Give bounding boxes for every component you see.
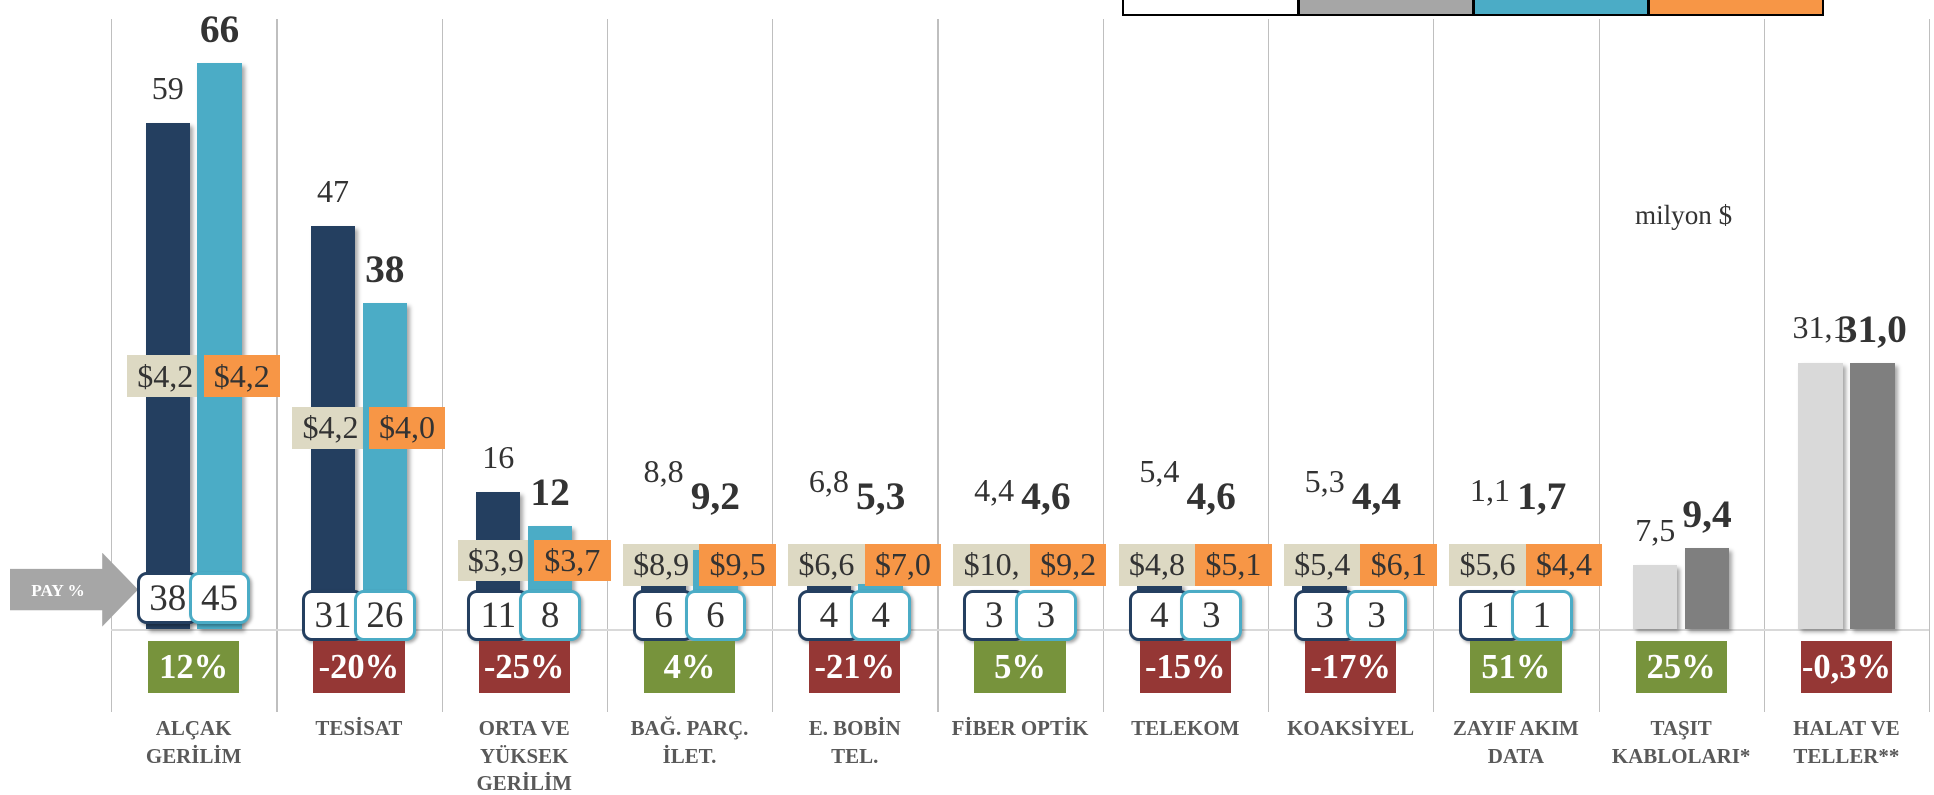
- legend-swatch: [1122, 0, 1299, 17]
- pay-label: PAY %: [31, 580, 85, 600]
- value-label: 1,7: [1517, 473, 1567, 518]
- price-label: $4,2: [292, 406, 369, 449]
- share-box: 45: [188, 572, 251, 625]
- share-box: 4: [849, 589, 912, 642]
- change-box: -25%: [478, 641, 570, 694]
- share-box: 6: [684, 589, 747, 642]
- value-label: 5,4: [1139, 452, 1180, 489]
- value-label: 12: [530, 469, 570, 514]
- price-label: $5,4: [1283, 543, 1361, 586]
- category-label: BAĞ. PARÇ. İLET.: [630, 716, 749, 768]
- value-label: 4,6: [1021, 473, 1071, 518]
- separator: [441, 18, 443, 712]
- price-label: $3,9: [457, 539, 535, 582]
- value-label: 38: [365, 246, 405, 291]
- category-label: TAŞIT KABLOLARI*: [1611, 716, 1751, 768]
- price-label: $4,8: [1118, 543, 1196, 586]
- value-label: 16: [482, 438, 515, 475]
- value-label: 8,8: [643, 452, 684, 489]
- value-label: 59: [151, 70, 184, 107]
- category-label: HALAT VE TELLER**: [1793, 716, 1900, 768]
- separator: [1433, 18, 1435, 712]
- category-label: TESİSAT: [315, 716, 403, 741]
- value-label: 5,3: [855, 473, 906, 518]
- separator: [937, 18, 939, 712]
- separator: [1598, 18, 1600, 712]
- value-label: 6,8: [808, 462, 849, 499]
- share-box: 3: [1180, 589, 1243, 642]
- bar: [362, 303, 408, 630]
- bar: [197, 63, 242, 630]
- value-label: 5,3: [1304, 462, 1345, 499]
- change-box: -20%: [313, 641, 405, 694]
- bar: [1684, 548, 1730, 630]
- value-label: 4,4: [974, 472, 1015, 509]
- value-label: 4,6: [1186, 473, 1236, 518]
- separator: [111, 18, 113, 712]
- value-label: 9,2: [690, 473, 741, 518]
- price-label: $7,0: [864, 543, 942, 586]
- value-label: 31,1: [1792, 309, 1849, 346]
- share-box: 31: [302, 589, 364, 642]
- change-box: 51%: [1470, 641, 1562, 694]
- separator: [1763, 18, 1765, 712]
- price-label: $4,0: [368, 406, 446, 449]
- category-label: ZAYIF AKIM DATA: [1452, 716, 1579, 768]
- value-label: 4,4: [1351, 473, 1402, 518]
- share-box: 8: [519, 589, 581, 642]
- category-label: ALÇAK GERİLİM: [145, 716, 242, 768]
- share-box: 4: [798, 589, 860, 642]
- share-box: 3: [1015, 589, 1077, 642]
- price-label: $5,6: [1449, 543, 1526, 586]
- change-box: 25%: [1635, 641, 1727, 694]
- price-label: $4,2: [203, 355, 280, 398]
- share-box: 4: [1128, 589, 1191, 642]
- change-box: 12%: [148, 641, 240, 694]
- change-box: -0,3%: [1800, 641, 1893, 694]
- value-label: 9,4: [1682, 491, 1732, 536]
- separator: [772, 18, 774, 712]
- price-label: $4,4: [1525, 543, 1603, 586]
- change-box: 5%: [974, 641, 1066, 694]
- change-box: -21%: [809, 641, 901, 694]
- price-label: $4,2: [127, 355, 204, 398]
- change-box: -17%: [1304, 641, 1397, 694]
- change-box: 4%: [643, 641, 736, 694]
- share-box: 26: [353, 589, 416, 642]
- category-label: E. BOBİN TEL.: [808, 716, 901, 768]
- change-box: -15%: [1139, 641, 1231, 694]
- legend-swatch: [1647, 0, 1825, 17]
- unit-label: milyon $: [1635, 200, 1733, 231]
- price-label: $5,1: [1195, 543, 1272, 586]
- value-label: 1,1: [1469, 472, 1510, 509]
- separator: [1929, 18, 1931, 712]
- value-label: 31,0: [1837, 306, 1907, 351]
- separator: [606, 18, 609, 712]
- value-label: 66: [199, 6, 240, 51]
- category-label: TELEKOM: [1131, 716, 1240, 741]
- separator: [1102, 18, 1104, 712]
- separator: [1267, 18, 1270, 712]
- category-label: KOAKSİYEL: [1287, 716, 1415, 741]
- legend-swatch: [1472, 0, 1650, 17]
- category-label: FİBER OPTİK: [951, 716, 1089, 741]
- legend-swatch: [1297, 0, 1474, 17]
- value-label: 47: [316, 173, 350, 210]
- price-label: $9,2: [1029, 543, 1107, 586]
- price-label: $8,9: [622, 543, 700, 586]
- share-box: 1: [1510, 589, 1573, 642]
- share-box: 3: [1345, 589, 1408, 642]
- category-label: ORTA VE YÜKSEK GERİLİM: [476, 716, 572, 795]
- price-label: $3,7: [534, 539, 611, 582]
- price-label: $9,5: [699, 543, 776, 586]
- bar: [1850, 363, 1895, 630]
- bar: [1633, 564, 1678, 630]
- price-label: $6,6: [788, 543, 865, 586]
- value-label: 7,5: [1635, 511, 1676, 548]
- share-box: 11: [467, 589, 530, 642]
- price-label: $6,1: [1360, 543, 1437, 586]
- bar: [1798, 362, 1843, 630]
- price-label: $10,: [953, 543, 1030, 586]
